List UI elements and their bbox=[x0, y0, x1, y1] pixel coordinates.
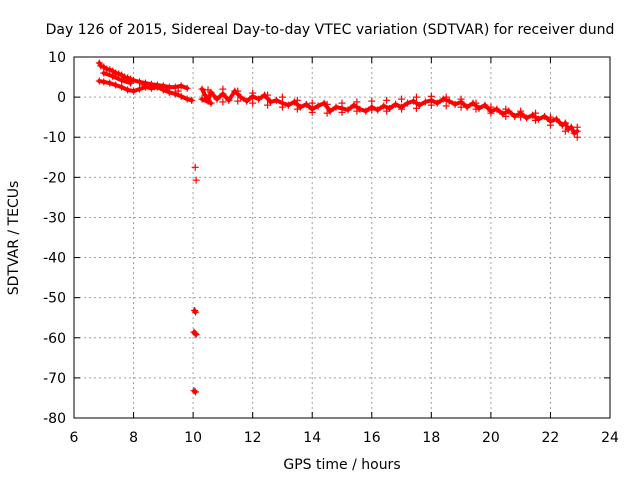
data-point bbox=[264, 91, 272, 99]
y-tick-label: -60 bbox=[43, 331, 66, 347]
data-point bbox=[561, 127, 569, 135]
data-point bbox=[546, 121, 554, 129]
x-tick-label: 8 bbox=[129, 430, 138, 446]
data-point bbox=[412, 93, 420, 101]
x-axis-title: GPS time / hours bbox=[283, 457, 400, 473]
data-point bbox=[353, 98, 361, 106]
y-tick-label: -50 bbox=[43, 291, 66, 307]
data-point bbox=[368, 106, 376, 114]
y-tick-label: -80 bbox=[43, 411, 66, 427]
data-point bbox=[219, 85, 227, 93]
data-point bbox=[192, 176, 200, 184]
data-point bbox=[353, 107, 361, 115]
data-point bbox=[204, 86, 212, 94]
data-point bbox=[234, 87, 242, 95]
y-axis-title: SDTVAR / TECUs bbox=[6, 181, 22, 296]
data-point bbox=[472, 99, 480, 107]
data-point bbox=[338, 99, 346, 107]
y-tick-label: -40 bbox=[43, 251, 66, 267]
chart-title: Day 126 of 2015, Sidereal Day-to-day VTE… bbox=[46, 22, 615, 38]
data-point bbox=[234, 97, 242, 105]
data-point bbox=[191, 308, 199, 316]
x-tick-label: 22 bbox=[542, 430, 560, 446]
data-point bbox=[293, 105, 301, 113]
data-point bbox=[502, 105, 510, 113]
data-point bbox=[561, 119, 569, 127]
x-tick-label: 12 bbox=[244, 430, 262, 446]
data-point bbox=[532, 116, 540, 124]
data-point bbox=[383, 96, 391, 104]
data-point bbox=[174, 87, 182, 95]
data-point bbox=[472, 105, 480, 113]
data-point bbox=[546, 113, 554, 121]
data-point bbox=[278, 103, 286, 111]
x-tick-label: 24 bbox=[601, 430, 619, 446]
data-point bbox=[398, 105, 406, 113]
y-tick-labels: 10 0 -10 -20 -30 -40 -50 -60 -70 -80 bbox=[43, 50, 66, 427]
y-tick-label: -70 bbox=[43, 371, 66, 387]
data-point bbox=[427, 92, 435, 100]
data-point bbox=[138, 81, 146, 89]
data-point bbox=[532, 109, 540, 117]
data-point bbox=[517, 113, 525, 121]
data-points bbox=[95, 59, 581, 396]
grid bbox=[74, 57, 610, 418]
data-point bbox=[368, 97, 376, 105]
data-point bbox=[383, 107, 391, 115]
x-tick-label: 18 bbox=[422, 430, 440, 446]
data-point bbox=[398, 95, 406, 103]
data-point bbox=[192, 331, 200, 339]
data-point bbox=[207, 99, 215, 107]
x-tick-label: 20 bbox=[482, 430, 500, 446]
y-tick-label: -30 bbox=[43, 210, 66, 226]
data-point bbox=[150, 83, 158, 91]
y-tick-label: -20 bbox=[43, 170, 66, 186]
data-point bbox=[127, 79, 135, 87]
data-point bbox=[191, 163, 199, 171]
data-point bbox=[457, 95, 465, 103]
x-tick-label: 14 bbox=[303, 430, 321, 446]
data-point bbox=[442, 102, 450, 110]
data-point bbox=[264, 101, 272, 109]
data-point bbox=[412, 104, 420, 112]
data-point bbox=[517, 107, 525, 115]
data-point bbox=[573, 133, 581, 141]
data-point bbox=[219, 98, 227, 106]
y-tick-label: 10 bbox=[48, 50, 66, 66]
data-point bbox=[502, 112, 510, 120]
data-band-segment bbox=[200, 97, 213, 106]
y-tick-label: 0 bbox=[57, 90, 66, 106]
data-point bbox=[323, 100, 331, 108]
data-point bbox=[338, 108, 346, 116]
data-point bbox=[573, 123, 581, 131]
data-point bbox=[162, 85, 170, 93]
data-point bbox=[457, 103, 465, 111]
x-tick-label: 6 bbox=[70, 430, 79, 446]
data-point bbox=[308, 108, 316, 116]
data-point bbox=[293, 96, 301, 104]
data-point bbox=[442, 93, 450, 101]
data-point bbox=[323, 109, 331, 117]
data-point bbox=[308, 99, 316, 107]
axis-ticks bbox=[73, 56, 611, 419]
y-tick-label: -10 bbox=[43, 130, 66, 146]
x-tick-labels: 6 8 10 12 14 16 18 20 22 24 bbox=[70, 430, 619, 446]
data-point bbox=[487, 103, 495, 111]
data-point bbox=[427, 101, 435, 109]
data-point bbox=[249, 99, 257, 107]
plot-frame bbox=[73, 56, 611, 419]
x-tick-label: 16 bbox=[363, 430, 381, 446]
data-point bbox=[191, 388, 199, 396]
data-point bbox=[183, 84, 191, 92]
data-point bbox=[278, 93, 286, 101]
data-point bbox=[249, 89, 257, 97]
data-point bbox=[487, 109, 495, 117]
data-point bbox=[188, 96, 196, 104]
x-tick-label: 10 bbox=[184, 430, 202, 446]
